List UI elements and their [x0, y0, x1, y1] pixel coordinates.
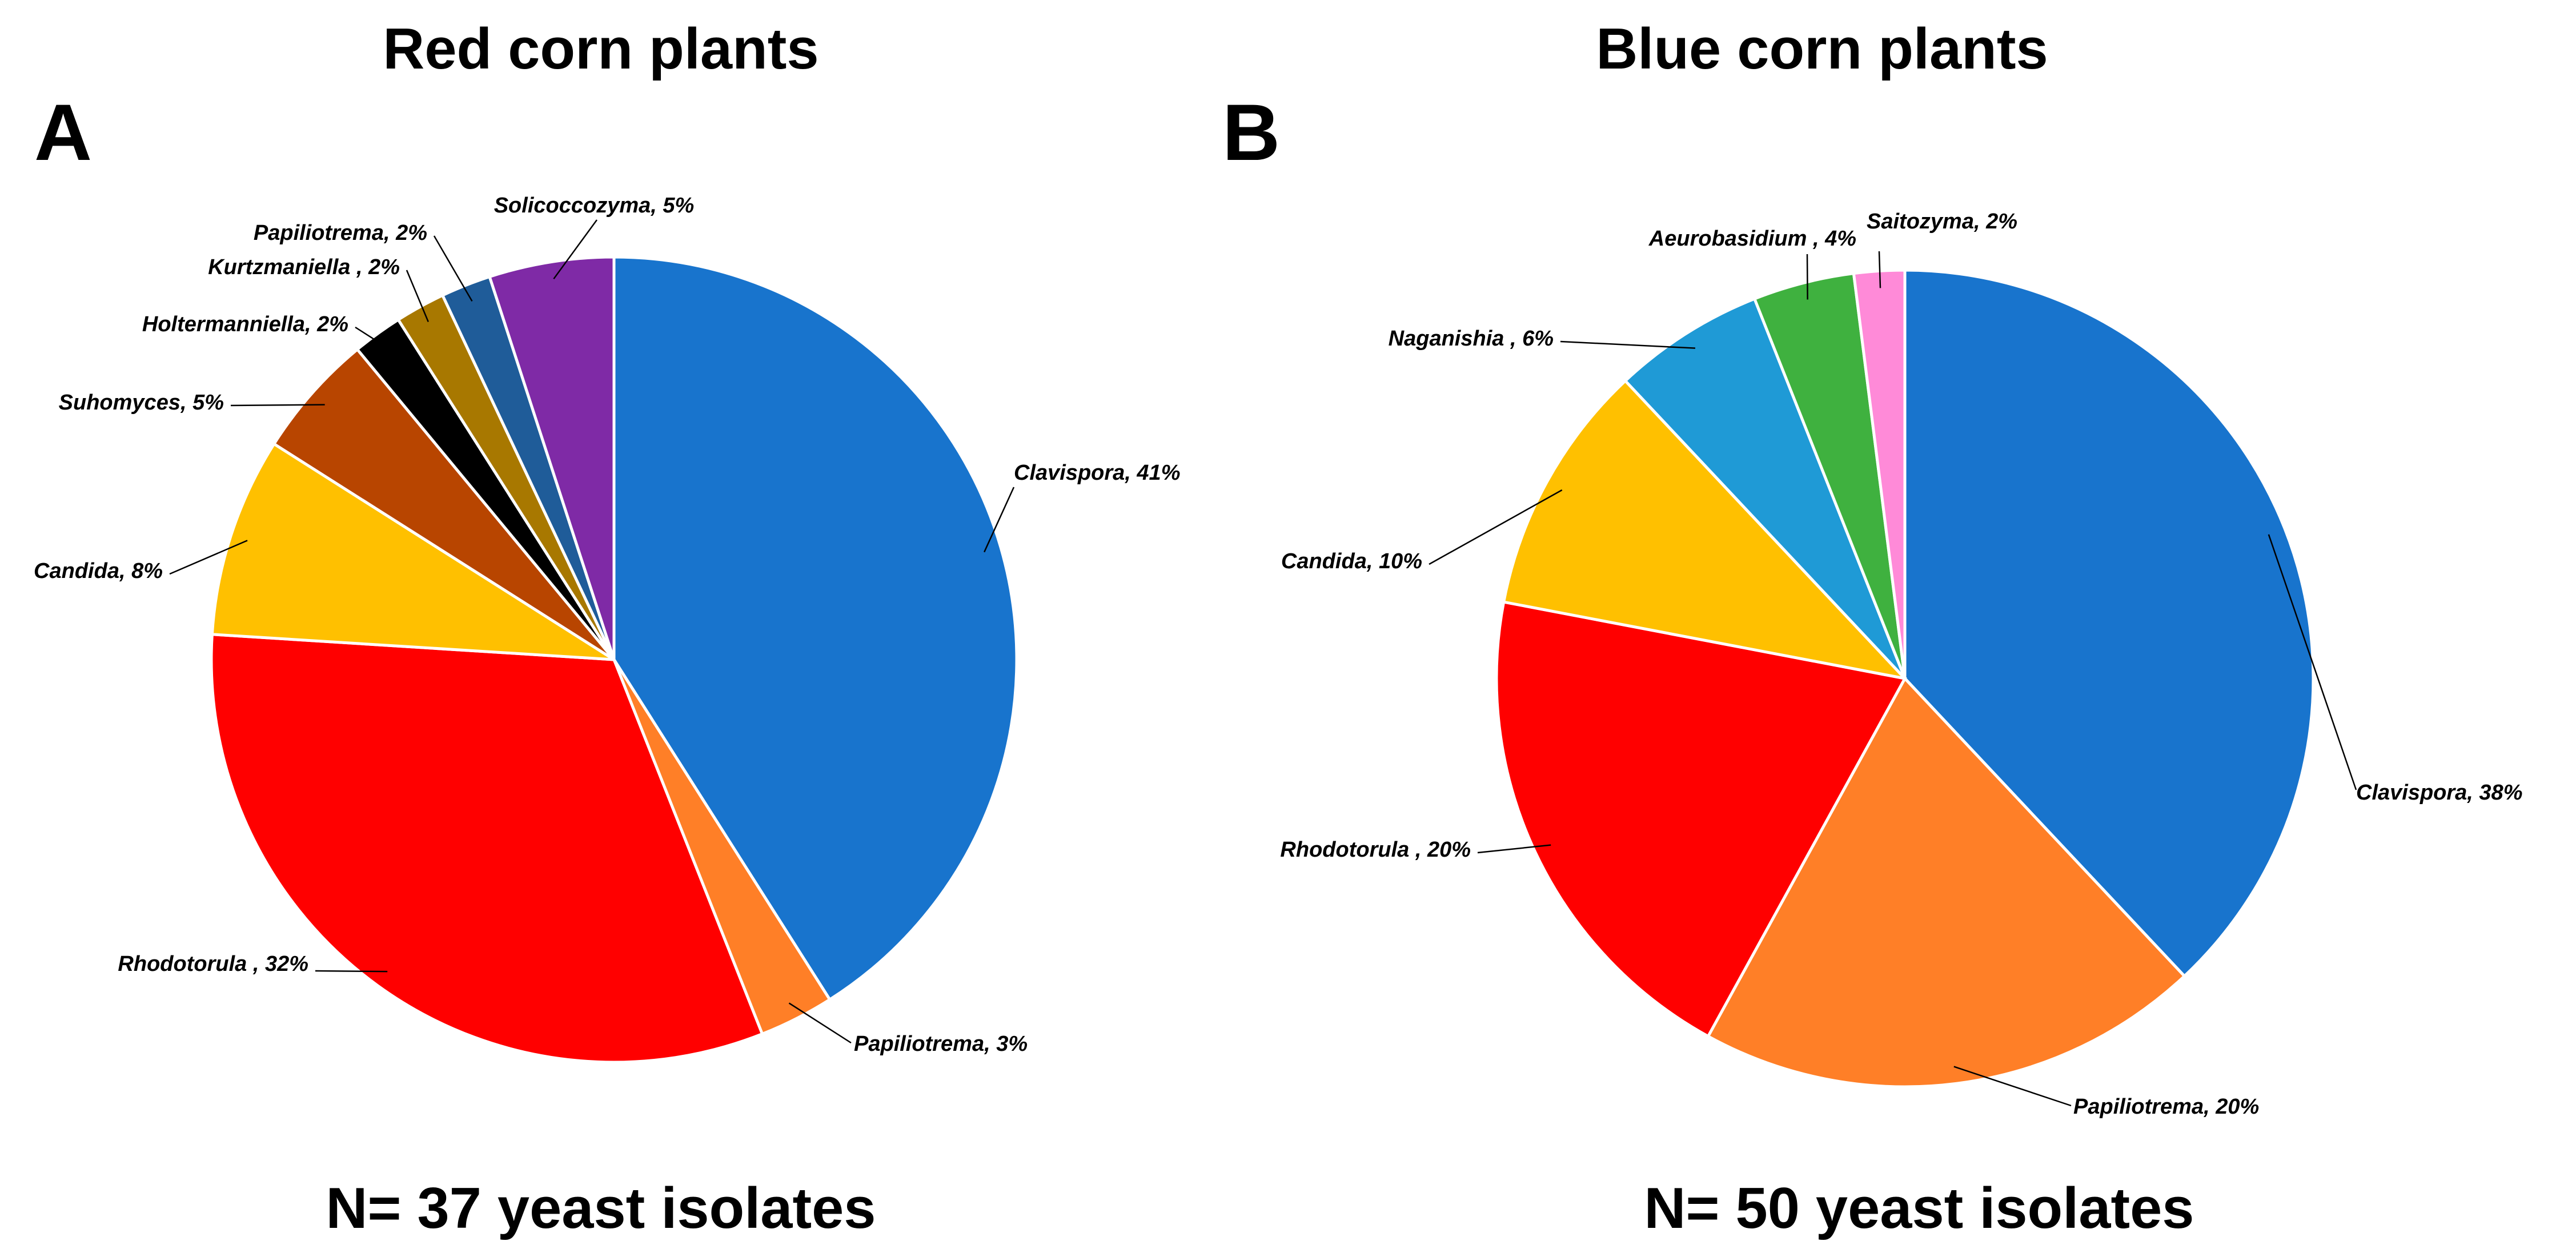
label-leader-line: [406, 270, 429, 322]
pie-chart-red-corn: Red corn plants A Clavispora, 41% Papilio…: [34, 17, 1180, 1240]
label-leader-line: [2268, 534, 2357, 790]
label-leader-line: [355, 326, 388, 348]
slice-label: Rhodotorula , 20%: [1280, 838, 1471, 862]
pie-labels-red-corn: Clavispora, 41% Papiliotrema, 3% Rhodotoru…: [34, 194, 1180, 1056]
slice-label: Papiliotrema, 20%: [2073, 1095, 2259, 1119]
label-leader-line: [1878, 251, 1881, 288]
slice-label: Solicoccozyma, 5%: [494, 194, 695, 218]
chart-title-red-corn: Red corn plants: [383, 17, 818, 81]
pie-slice: [487, 255, 616, 660]
slice-label: Papiliotrema, 2%: [254, 221, 427, 245]
slice-label: Clavispora, 41%: [1014, 461, 1180, 485]
pie-slice: [1495, 600, 1907, 1038]
pie-slice: [1502, 379, 1909, 681]
label-leader-line: [984, 487, 1015, 553]
slice-label: Rhodotorula , 32%: [118, 952, 308, 976]
pie-slice: [1752, 271, 1907, 679]
slice-label: Kurtzmaniella , 2%: [208, 255, 400, 279]
slice-label: Holtermanniella, 2%: [142, 312, 348, 336]
pie-slice: [612, 255, 1018, 1002]
pie-slice: [1706, 676, 2186, 1089]
slice-label: Naganishia , 6%: [1389, 327, 1554, 351]
label-leader-line: [1429, 489, 1563, 565]
slice-label: Clavispora, 38%: [2356, 781, 2522, 805]
label-leader-line: [1953, 1066, 2072, 1107]
pie-slice: [272, 347, 615, 661]
pie-labels-blue-corn: Clavispora, 38% Papiliotrema, 20% Rhodotor…: [1280, 210, 2522, 1119]
label-leader-line: [1806, 254, 1808, 300]
sample-size-red-corn: N= 37 yeast isolates: [326, 1176, 876, 1240]
slice-label: Suhomyces, 5%: [59, 391, 224, 415]
slice-label: Papiliotrema, 3%: [854, 1032, 1028, 1056]
pie-slice: [1903, 268, 2315, 978]
label-leader-line: [1560, 340, 1696, 349]
pie-slices-blue-corn: [1495, 268, 2315, 1089]
pie-chart-blue-corn: Blue corn plants B Clavispora, 38% Papili…: [1222, 17, 2522, 1240]
pie-slice: [210, 441, 615, 661]
panel-letter-a: A: [34, 87, 92, 177]
pie-slice: [1623, 296, 1907, 680]
pie-slice: [210, 633, 764, 1064]
slice-label: Saitozyma, 2%: [1867, 210, 2017, 234]
panel-letter-b: B: [1222, 87, 1280, 177]
sample-size-blue-corn: N= 50 yeast isolates: [1644, 1176, 2194, 1240]
slice-label: Candida, 10%: [1281, 549, 1422, 573]
chart-title-blue-corn: Blue corn plants: [1596, 17, 2048, 81]
label-leader-line: [788, 1002, 852, 1044]
label-leader-line: [1477, 844, 1551, 854]
pie-slices-red-corn: [210, 255, 1018, 1064]
label-leader-line: [553, 219, 598, 280]
label-leader-line: [169, 540, 248, 575]
slice-label: Candida, 8%: [34, 559, 163, 583]
slice-label: Aeurobasidium , 4%: [1648, 227, 1856, 251]
label-leader-line: [433, 235, 473, 302]
